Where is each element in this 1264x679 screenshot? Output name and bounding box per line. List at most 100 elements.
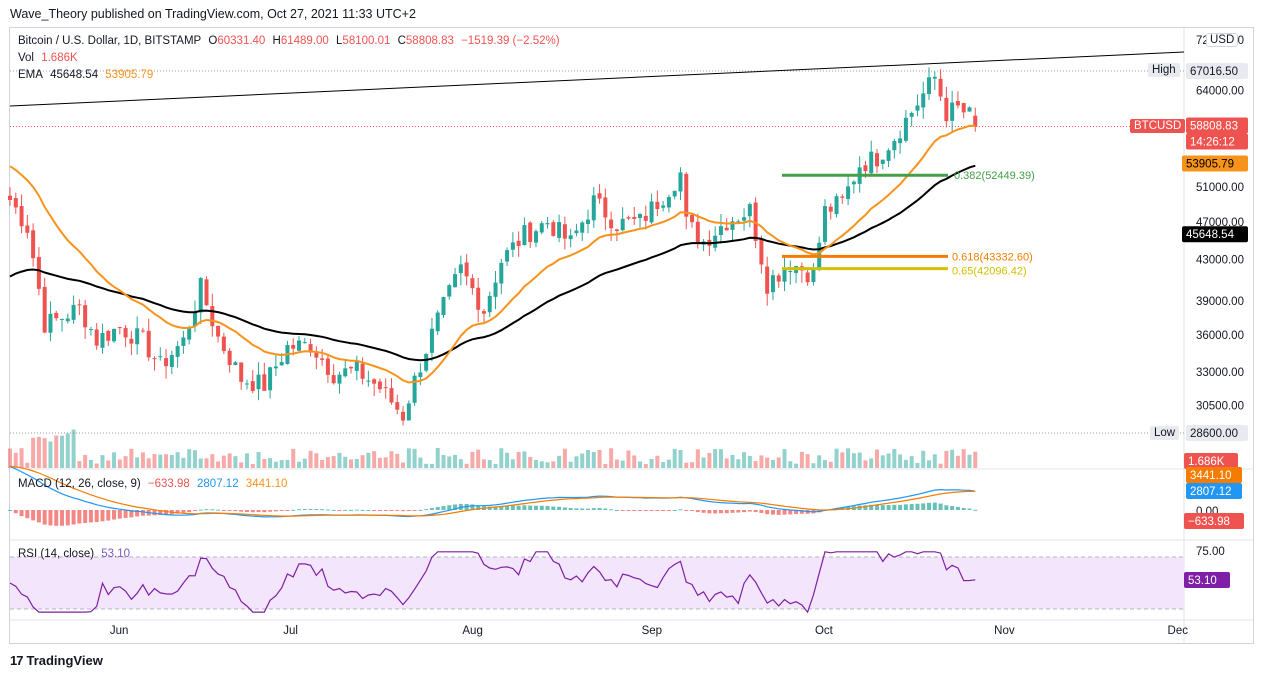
volume-bar <box>204 458 209 468</box>
macd-hist-bar <box>626 510 631 511</box>
candle-body <box>244 383 249 385</box>
candle-body <box>609 219 614 229</box>
volume-bar <box>262 459 267 468</box>
candle-body <box>718 226 723 235</box>
volume-bar <box>557 455 562 468</box>
currency-button[interactable]: USD <box>1206 33 1239 47</box>
volume-bar <box>476 449 481 468</box>
time-axis-label: Dec <box>1168 625 1189 637</box>
candle-body <box>481 311 486 314</box>
macd-hist-bar <box>88 510 93 523</box>
macd-hist-bar <box>100 510 105 522</box>
fib-label-0.65: 0.65(42096.42) <box>952 266 1027 278</box>
candle-body <box>418 372 423 378</box>
candle-body <box>140 330 145 332</box>
volume-bar <box>169 454 174 468</box>
macd-hist-tag: −633.98 <box>1188 516 1230 528</box>
macd-line-tag-bg <box>1186 483 1242 499</box>
volume-bar <box>175 452 180 468</box>
candle-body <box>100 333 105 348</box>
macd-hist-bar <box>106 510 111 521</box>
candle-body <box>458 264 463 274</box>
volume-bar <box>863 460 868 468</box>
macd-hist-bar <box>65 510 70 526</box>
volume-bar <box>707 452 712 468</box>
volume-bar <box>360 455 365 468</box>
macd-legend: MACD (12, 26, close, 9) −633.98 2807.12 … <box>18 478 291 490</box>
candle-body <box>614 229 619 232</box>
volume-bar <box>366 452 371 468</box>
macd-hist-bar <box>31 510 36 521</box>
volume-tag: 1.686K <box>1188 456 1225 468</box>
candle-body <box>666 196 671 208</box>
tradingview-logo[interactable]: 17 TradingView <box>10 653 103 668</box>
volume-bar <box>655 455 660 468</box>
volume-bar <box>533 459 538 468</box>
macd-hist-bar <box>892 504 897 510</box>
candle-body <box>828 206 833 212</box>
macd-hist-bar <box>25 510 30 519</box>
volume-bar <box>632 455 637 468</box>
candle-body <box>123 328 128 338</box>
macd-hist-bar <box>551 506 556 510</box>
macd-hist-bar <box>597 507 602 510</box>
candle-body <box>441 297 446 316</box>
symbol-title: Bitcoin / U.S. Dollar, 1D, BITSTAMP <box>18 35 202 47</box>
candle-body <box>811 269 816 283</box>
trendline <box>9 51 1185 107</box>
volume-bar <box>875 449 879 468</box>
candle-body <box>788 271 793 273</box>
candle-body <box>724 227 729 231</box>
volume-bar <box>320 459 325 468</box>
volume-bar <box>164 454 169 468</box>
macd-hist-bar <box>233 510 238 512</box>
candle-body <box>273 366 278 369</box>
candle-body <box>921 93 926 108</box>
volume-bar <box>794 463 799 468</box>
candle-body <box>620 218 625 231</box>
volume-bar <box>609 448 614 468</box>
volume-bar <box>65 433 70 468</box>
volume-label: Vol <box>18 52 34 64</box>
candle-body <box>297 340 301 351</box>
macd-hist-bar <box>308 508 313 510</box>
macd-hist-bar <box>736 510 741 513</box>
candle-body <box>684 173 689 217</box>
volume-bar <box>458 459 463 468</box>
volume-bar <box>441 454 446 468</box>
candle-body <box>343 368 348 377</box>
candle-body <box>528 222 533 243</box>
volume-bar <box>638 461 643 468</box>
macd-hist-bar <box>661 510 666 511</box>
volume-bar <box>747 455 752 468</box>
time-axis-label: Jun <box>110 625 129 637</box>
volume-bar <box>805 454 810 468</box>
macd-line-value: 2807.12 <box>197 478 239 490</box>
candle-body <box>383 387 388 389</box>
volume-bar <box>880 455 885 468</box>
macd-hist-bar <box>412 510 417 511</box>
candle-body <box>551 222 556 236</box>
macd-hist-bar <box>545 505 550 510</box>
volume-bar <box>944 450 949 468</box>
candle-body <box>846 186 851 199</box>
macd-hist-tag-bg <box>1184 513 1244 529</box>
macd-hist-bar <box>279 510 284 511</box>
volume-bar <box>828 461 833 468</box>
candle-body <box>822 206 827 242</box>
volume-bar <box>48 441 53 468</box>
macd-hist-bar <box>273 510 278 512</box>
macd-hist-bar <box>718 510 723 514</box>
volume-bar <box>817 455 822 468</box>
macd-hist-bar <box>788 510 793 515</box>
fib-label-0.618: 0.618(43332.60) <box>952 251 1033 263</box>
candle-body <box>354 361 359 371</box>
volume-bar <box>586 450 590 468</box>
candle-body <box>909 112 914 117</box>
candle-body <box>863 165 868 172</box>
candle-body <box>389 388 394 403</box>
macd-hist-bar <box>476 505 481 510</box>
macd-hist-bar <box>204 509 209 511</box>
candle-body <box>424 354 429 371</box>
